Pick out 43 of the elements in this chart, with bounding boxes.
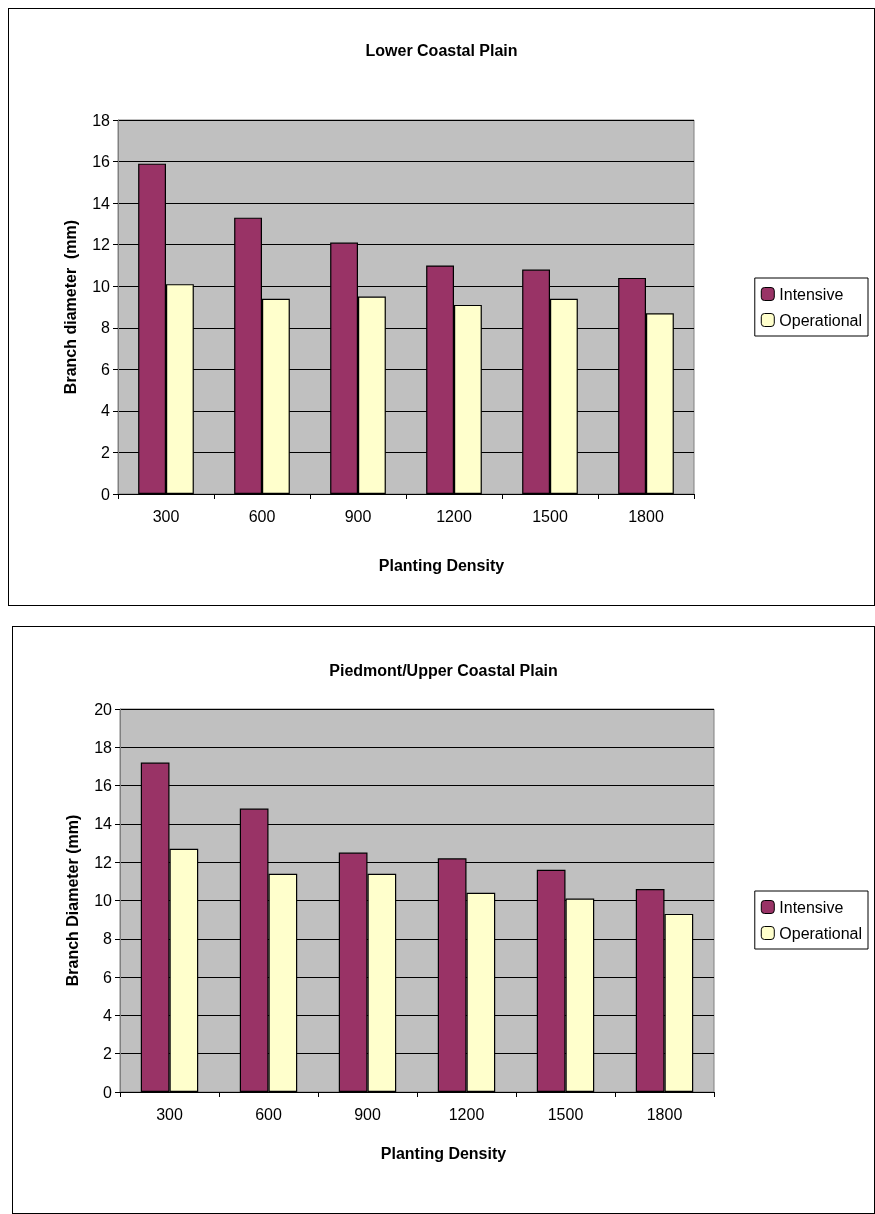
x-tick-label: 600 — [248, 507, 276, 525]
y-tick-label: 0 — [101, 485, 111, 503]
x-tick-label: 1500 — [547, 1105, 584, 1123]
y-tick-label: 16 — [94, 777, 113, 795]
y-axis-title: Branch Diameter (mm) — [63, 814, 81, 987]
x-tick-label: 1800 — [628, 507, 664, 525]
legend-label: Operational — [779, 311, 862, 329]
y-tick-label: 0 — [103, 1083, 113, 1101]
y-tick-label: 10 — [94, 892, 113, 909]
y-axis-title: Branch diameter (mm) — [61, 219, 79, 395]
y-tick-label: 20 — [94, 700, 113, 718]
y-tick-label: 18 — [92, 111, 111, 129]
x-tick-label: 900 — [344, 507, 372, 525]
y-tick-label: 6 — [101, 360, 111, 378]
chart-title: Piedmont/Upper Coastal Plain — [329, 661, 558, 679]
y-tick-label: 4 — [103, 1006, 113, 1024]
y-tick-label: 2 — [101, 443, 111, 461]
x-tick-label: 300 — [156, 1105, 183, 1123]
legend-label: Operational — [779, 924, 862, 942]
y-tick-label: 14 — [94, 815, 113, 833]
chart-title: Lower Coastal Plain — [365, 41, 518, 59]
y-tick-label: 10 — [92, 277, 111, 295]
y-tick-label: 14 — [92, 194, 111, 212]
x-tick-label: 1500 — [532, 507, 568, 525]
x-tick-label: 600 — [255, 1105, 282, 1123]
y-tick-label: 16 — [92, 153, 111, 171]
x-tick-label: 300 — [152, 507, 180, 525]
x-tick-label: 900 — [354, 1105, 381, 1123]
y-tick-label: 8 — [103, 930, 113, 948]
x-tick-label: 1200 — [436, 507, 472, 525]
y-tick-label: 2 — [103, 1045, 113, 1063]
y-tick-label: 12 — [92, 236, 111, 254]
x-axis-title: Planting Density — [378, 556, 505, 574]
legend-label: Intensive — [779, 898, 844, 916]
y-tick-label: 18 — [94, 738, 113, 756]
x-axis-title: Planting Density — [380, 1144, 507, 1162]
y-tick-label: 8 — [101, 319, 111, 337]
y-tick-label: 6 — [103, 968, 113, 986]
y-tick-label: 12 — [94, 853, 113, 871]
y-tick-label: 4 — [101, 402, 111, 420]
x-tick-label: 1200 — [448, 1105, 485, 1123]
x-tick-label: 1800 — [646, 1105, 683, 1123]
legend-label: Intensive — [779, 285, 844, 303]
